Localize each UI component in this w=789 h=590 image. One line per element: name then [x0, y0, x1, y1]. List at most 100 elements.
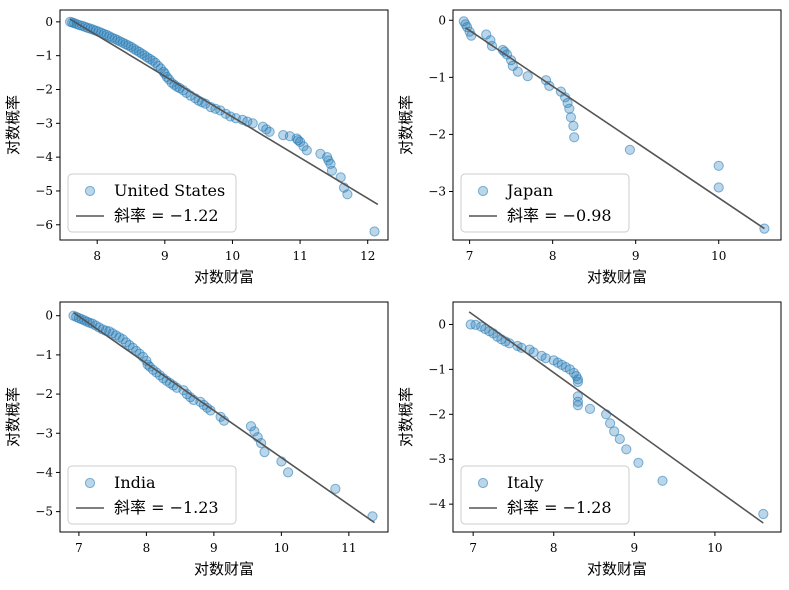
x-tick-label: 10 [711, 249, 726, 263]
x-tick-label: 8 [143, 541, 151, 555]
y-tick-label: −1 [35, 49, 53, 63]
x-tick-label: 9 [632, 249, 640, 263]
y-axis-label: 对数概率 [397, 95, 415, 155]
axes-frame [59, 301, 389, 533]
chart-panel-4: 7 8 9 10 0 −1 −2 −3 −4 对数财富 对数概率 Italy 斜率 = −1.28 [397, 301, 782, 578]
data-point [713, 182, 724, 193]
legend-marker [84, 477, 96, 489]
legend-box [460, 173, 630, 233]
legend: Japan 斜率 = −0.98 [460, 173, 630, 233]
data-point [330, 483, 341, 494]
data-points [465, 319, 769, 520]
data-point [564, 103, 575, 114]
y-axis-label: 对数概率 [397, 387, 415, 447]
x-tick-label: 8 [549, 249, 557, 263]
legend-label-line: 斜率 = −1.23 [114, 498, 219, 517]
x-tick-label: 9 [631, 541, 639, 555]
y-tick-label: −5 [35, 505, 53, 519]
data-point [713, 160, 724, 171]
data-point [301, 145, 312, 156]
fit-line [73, 311, 375, 524]
data-point [605, 418, 616, 429]
data-point [342, 189, 353, 200]
y-tick-label: 0 [438, 13, 446, 27]
fit-line [465, 27, 765, 230]
y-tick-label: −2 [428, 407, 446, 421]
axes-frame [59, 9, 389, 241]
legend-box [67, 465, 237, 525]
x-tick-label: 7 [75, 541, 83, 555]
y-tick-label: −4 [428, 497, 446, 511]
x-tick-label: 10 [274, 541, 289, 555]
data-point [512, 66, 523, 77]
data-point [657, 475, 668, 486]
legend: India 斜率 = −1.23 [67, 465, 237, 525]
data-point [564, 364, 576, 375]
legend-marker [477, 185, 489, 197]
data-point [568, 120, 579, 132]
y-tick-label: −3 [428, 184, 446, 198]
x-tick-label: 11 [341, 541, 356, 555]
x-tick-label: 10 [707, 541, 722, 555]
data-point [264, 126, 275, 137]
data-point [540, 353, 551, 364]
legend-label-scatter: Italy [507, 473, 543, 492]
x-tick-label: 9 [161, 249, 169, 263]
y-tick-label: −3 [428, 452, 446, 466]
data-point [283, 467, 294, 478]
data-point [621, 444, 632, 455]
data-point [516, 342, 527, 353]
data-point [544, 80, 555, 92]
y-tick-label: −1 [35, 348, 53, 362]
x-axis-label: 对数财富 [587, 560, 647, 578]
chart-panel-2: 7 8 9 10 0 −1 −2 −3 对数财富 对数概率 Japan 斜率 = −0.98 [397, 9, 782, 286]
data-point [572, 376, 584, 388]
data-point [633, 457, 644, 468]
legend-label-line: 斜率 = −1.22 [114, 206, 219, 225]
x-axis-label: 对数财富 [194, 268, 254, 286]
data-point [562, 97, 573, 109]
data-point [572, 400, 584, 411]
data-point [614, 433, 625, 445]
x-tick-label: 7 [469, 541, 477, 555]
data-points [68, 310, 378, 522]
y-tick-label: −6 [35, 218, 53, 232]
x-axis-label: 对数财富 [194, 560, 254, 578]
data-point [249, 426, 260, 437]
y-tick-label: −5 [35, 184, 53, 198]
y-tick-label: −4 [35, 465, 53, 479]
data-point [369, 226, 380, 237]
data-point [759, 223, 770, 234]
chart-panel-1: 8 9 10 11 12 0 −1 −2 −3 −4 −5 −6 对数财富 对数概率 United Stat… [4, 9, 389, 286]
legend-label-scatter: India [114, 473, 156, 492]
y-tick-label: −1 [428, 362, 446, 376]
y-tick-label: 0 [45, 15, 53, 29]
y-tick-label: 0 [438, 317, 446, 331]
y-tick-label: −3 [35, 116, 53, 130]
data-point [245, 421, 257, 432]
data-point [569, 132, 580, 143]
x-tick-label: 10 [225, 249, 240, 263]
x-tick-label: 9 [210, 541, 218, 555]
legend: United States 斜率 = −1.22 [67, 173, 237, 233]
data-point [584, 403, 596, 414]
x-tick-label: 12 [360, 249, 375, 263]
y-axis-label: 对数概率 [4, 95, 22, 155]
y-tick-label: 0 [45, 309, 53, 323]
x-tick-label: 11 [292, 249, 307, 263]
data-point [470, 319, 481, 330]
y-tick-label: −2 [428, 127, 446, 141]
data-point [624, 144, 636, 155]
data-point [144, 53, 155, 65]
axes-frame [452, 301, 782, 533]
data-point [572, 396, 584, 407]
data-point [758, 508, 769, 520]
y-tick-label: −2 [35, 82, 53, 96]
data-point [572, 374, 584, 385]
data-point [458, 16, 469, 27]
y-tick-label: −3 [35, 426, 53, 440]
data-point [522, 71, 533, 82]
data-point [326, 165, 337, 176]
data-point [565, 112, 577, 123]
legend: Italy 斜率 = −1.28 [460, 465, 630, 525]
